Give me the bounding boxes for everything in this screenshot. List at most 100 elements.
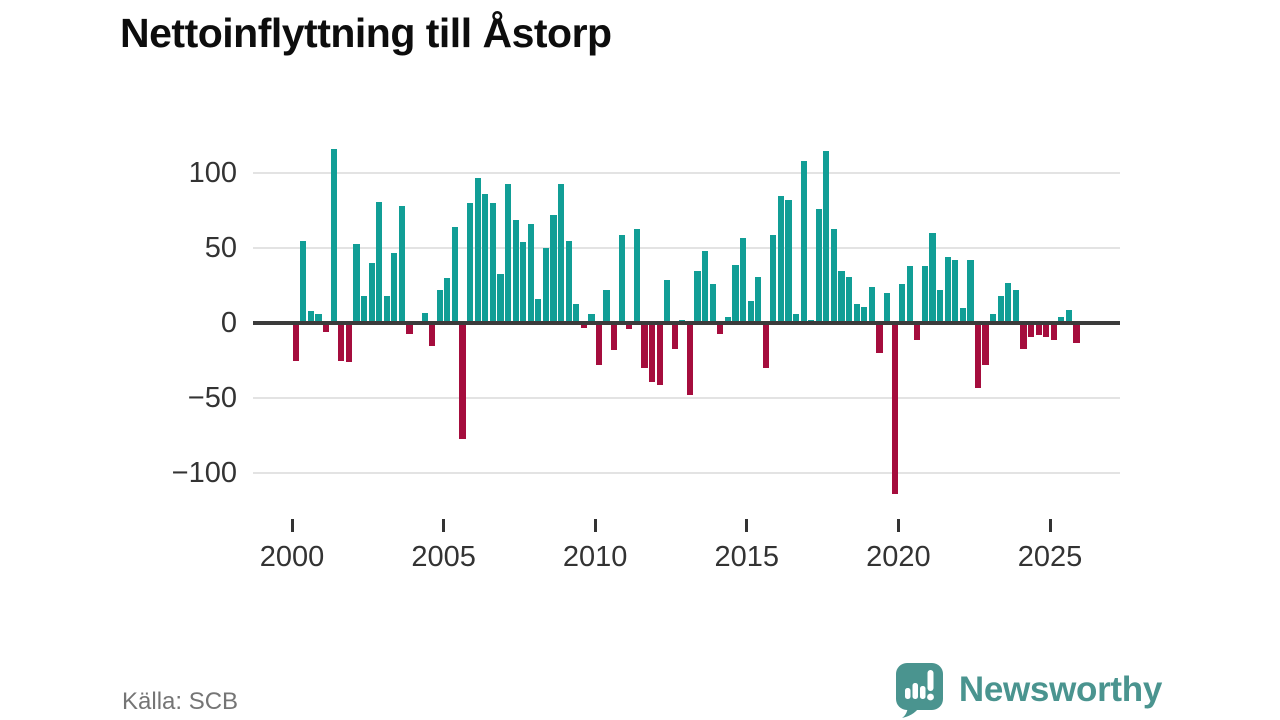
newsworthy-speech-bubble-chart-icon bbox=[895, 663, 943, 718]
bar bbox=[997, 296, 1004, 323]
bar bbox=[353, 243, 360, 323]
net-migration-bar-chart: 100 50 0 −50 −100 2000 2005 2010 2015 2020 2025 bbox=[171, 149, 1120, 573]
page-title: Nettoinflyttning till Åstorp bbox=[120, 10, 612, 56]
bar bbox=[595, 323, 603, 365]
newsworthy-logo: Newsworthy bbox=[895, 662, 1162, 718]
bar bbox=[694, 270, 701, 323]
bar bbox=[959, 308, 966, 323]
bar bbox=[520, 242, 527, 323]
source-caption: Källa: SCB bbox=[122, 688, 239, 715]
bar bbox=[451, 227, 459, 323]
bar bbox=[368, 263, 375, 323]
bar bbox=[573, 303, 580, 323]
bar bbox=[982, 323, 989, 365]
x-tick-mark bbox=[290, 519, 294, 532]
bar bbox=[330, 149, 337, 323]
bar bbox=[1065, 309, 1073, 323]
bar bbox=[914, 323, 921, 340]
bar bbox=[535, 299, 542, 323]
zero-axis-line bbox=[253, 321, 1120, 325]
bar bbox=[899, 284, 906, 323]
bar bbox=[944, 257, 951, 323]
bar bbox=[800, 161, 807, 323]
bar bbox=[558, 183, 565, 323]
bar bbox=[1050, 323, 1057, 340]
bar bbox=[345, 323, 352, 362]
gridline bbox=[253, 247, 1120, 249]
bar bbox=[1043, 323, 1050, 337]
y-tick-label: −50 bbox=[187, 382, 237, 414]
bar bbox=[1035, 323, 1042, 335]
bar bbox=[686, 323, 694, 395]
bar bbox=[974, 323, 982, 388]
bar bbox=[755, 276, 762, 323]
bar bbox=[398, 206, 405, 323]
x-tick-label: 2025 bbox=[1017, 541, 1083, 573]
bar bbox=[360, 296, 368, 323]
y-tick-label: −100 bbox=[171, 457, 237, 489]
bar bbox=[937, 290, 944, 323]
bar bbox=[846, 276, 853, 323]
bar bbox=[1058, 317, 1065, 323]
bar bbox=[565, 240, 572, 323]
bar bbox=[459, 323, 466, 439]
bar bbox=[580, 323, 587, 328]
x-tick-mark bbox=[1048, 519, 1052, 532]
bar bbox=[504, 183, 512, 323]
bar bbox=[770, 234, 777, 323]
bar bbox=[550, 215, 557, 323]
bar bbox=[815, 209, 822, 323]
bar bbox=[542, 248, 550, 323]
bar bbox=[603, 290, 610, 323]
bar bbox=[323, 323, 330, 332]
bar bbox=[1005, 282, 1012, 323]
logo-wordmark: Newsworthy bbox=[958, 670, 1162, 709]
bar bbox=[747, 300, 754, 323]
bar bbox=[906, 266, 913, 323]
bar bbox=[391, 252, 398, 323]
bar bbox=[444, 278, 451, 323]
y-tick-label: 100 bbox=[188, 157, 237, 189]
bar bbox=[709, 284, 716, 323]
bar bbox=[436, 290, 443, 323]
bar bbox=[512, 219, 519, 323]
bar bbox=[421, 312, 428, 323]
bar bbox=[777, 195, 784, 323]
bar bbox=[611, 323, 618, 350]
bar bbox=[891, 323, 898, 494]
bar bbox=[967, 260, 974, 323]
x-tick-mark bbox=[593, 519, 597, 532]
bar bbox=[739, 237, 747, 323]
gridline bbox=[253, 472, 1120, 474]
bar bbox=[618, 234, 625, 323]
bar bbox=[307, 311, 315, 323]
y-tick-label: 50 bbox=[204, 232, 237, 264]
bar bbox=[883, 293, 891, 323]
bar bbox=[868, 287, 875, 323]
x-tick-label: 2015 bbox=[714, 541, 780, 573]
y-tick-label: 0 bbox=[220, 307, 237, 339]
bar bbox=[876, 323, 883, 353]
bar bbox=[497, 273, 504, 323]
bar bbox=[724, 317, 731, 323]
bar bbox=[838, 270, 845, 323]
bar bbox=[853, 303, 860, 323]
bar bbox=[300, 240, 307, 323]
bar bbox=[1020, 323, 1027, 349]
bar bbox=[952, 260, 959, 323]
bar bbox=[656, 323, 663, 385]
bar bbox=[717, 323, 724, 334]
bar bbox=[338, 323, 345, 361]
bar bbox=[990, 314, 997, 323]
bar bbox=[474, 177, 481, 323]
bar bbox=[648, 323, 656, 382]
bar bbox=[762, 323, 769, 368]
bar bbox=[429, 323, 436, 346]
bar bbox=[732, 264, 739, 323]
bar bbox=[671, 323, 678, 349]
bar bbox=[929, 233, 936, 323]
bar bbox=[383, 296, 390, 323]
bar bbox=[830, 228, 838, 323]
bar bbox=[702, 251, 709, 323]
bar bbox=[1073, 323, 1080, 343]
